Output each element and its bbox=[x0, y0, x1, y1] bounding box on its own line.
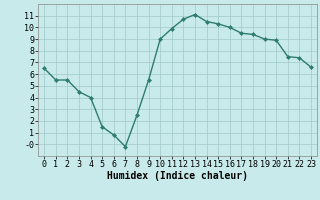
X-axis label: Humidex (Indice chaleur): Humidex (Indice chaleur) bbox=[107, 171, 248, 181]
